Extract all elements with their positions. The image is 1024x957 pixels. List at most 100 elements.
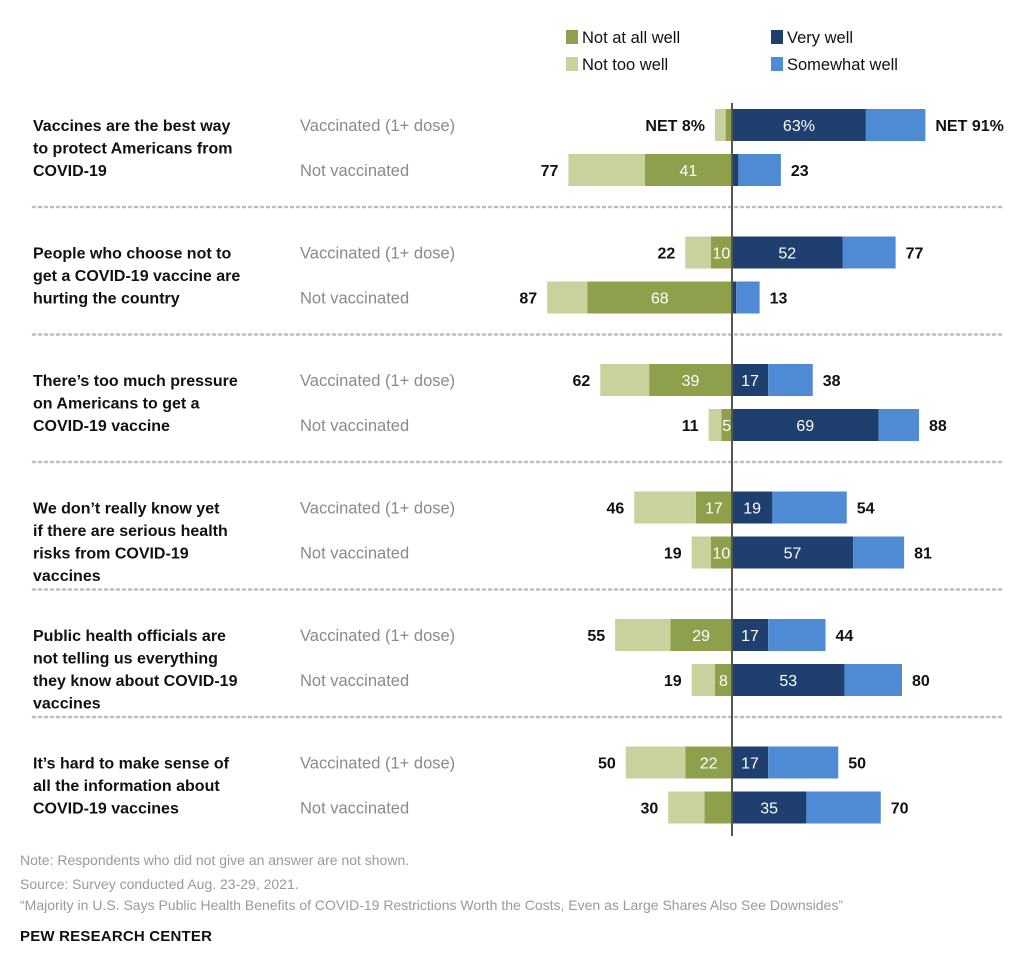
data-label-not-at-all-well: 10 [712, 546, 730, 563]
bar-somewhat-well [878, 409, 919, 441]
data-label-very-well: 17 [741, 373, 759, 390]
legend-label-not-at-all-well: Not at all well [582, 29, 680, 47]
net-label-left: 30 [640, 801, 658, 818]
net-label-left: NET 8% [645, 118, 705, 135]
data-label-not-at-all-well: 22 [700, 756, 718, 773]
data-label-very-well: 57 [784, 546, 802, 563]
net-label-right: 70 [891, 801, 909, 818]
net-label-right: 80 [912, 673, 930, 690]
group-label: Not vaccinated [300, 545, 409, 563]
net-label-left: 50 [598, 756, 616, 773]
statement-text: Public health officials are [33, 628, 226, 645]
net-label-right: NET 91% [935, 118, 1003, 135]
bar-somewhat-well [768, 746, 839, 779]
group-label: Not vaccinated [300, 162, 409, 180]
data-label-not-at-all-well: 8 [719, 673, 728, 690]
bar-somewhat-well [844, 664, 902, 696]
group-label: Vaccinated (1+ dose) [300, 372, 455, 390]
footer-note: Note: Respondents who did not give an an… [20, 852, 410, 868]
group-label: Vaccinated (1+ dose) [300, 755, 455, 773]
data-label-not-at-all-well: 10 [712, 246, 730, 263]
bar-not-at-all-well [644, 154, 732, 186]
statement-text: get a COVID-19 vaccine are [33, 268, 240, 285]
net-label-right: 81 [914, 546, 932, 563]
net-label-right: 23 [791, 163, 809, 180]
statement-text: not telling us everything [33, 651, 218, 668]
bar-somewhat-well [806, 791, 881, 824]
bar-not-too-well [668, 791, 705, 824]
statement-text: People who choose not to [33, 246, 231, 263]
diverging-bar-chart: Not at all well Very well Not too well Some… [31, 29, 1004, 836]
bar-somewhat-well [853, 536, 905, 569]
bar-not-at-all-well [715, 664, 732, 696]
group-label: Not vaccinated [300, 417, 409, 435]
bar-very-well [732, 746, 769, 779]
net-label-left: 77 [541, 163, 559, 180]
statement-text: There’s too much pressure [33, 373, 238, 390]
statement-text: Vaccines are the best way [33, 118, 231, 135]
bar-somewhat-well [738, 154, 781, 186]
legend-swatch-not-too-well [566, 57, 578, 71]
group-label: Vaccinated (1+ dose) [300, 627, 455, 645]
bar-very-well [732, 236, 843, 269]
group-label: Not vaccinated [300, 800, 409, 818]
group-label: Not vaccinated [300, 672, 409, 690]
net-label-right: 50 [848, 756, 866, 773]
data-label-not-at-all-well: 29 [692, 628, 710, 645]
group-label: Vaccinated (1+ dose) [300, 245, 455, 263]
bar-somewhat-well [768, 364, 813, 396]
statement-text: We don’t really know yet [33, 501, 220, 518]
statement-text: vaccines [33, 568, 101, 585]
bar-not-too-well [615, 619, 671, 651]
data-label-very-well: 35 [760, 801, 778, 818]
statement-text: It’s hard to make sense of [33, 756, 230, 773]
net-label-left: 87 [519, 291, 537, 308]
data-label-not-at-all-well: 17 [705, 501, 723, 518]
bar-somewhat-well [772, 491, 847, 524]
bar-not-too-well [691, 664, 715, 696]
footer-report: “Majority in U.S. Says Public Health Ben… [20, 897, 843, 913]
bar-very-well [732, 536, 854, 569]
net-label-right: 38 [823, 373, 841, 390]
legend-label-very-well: Very well [787, 29, 853, 47]
statement-text: if there are serious health [33, 523, 228, 540]
statement-text: hurting the country [33, 291, 180, 308]
data-label-not-at-all-well: 5 [722, 418, 731, 435]
bar-very-well [732, 619, 769, 651]
legend-label-not-too-well: Not too well [582, 56, 668, 74]
net-label-left: 19 [664, 546, 682, 563]
statement-text: risks from COVID-19 [33, 546, 189, 563]
bar-somewhat-well [768, 619, 826, 651]
bar-very-well [732, 409, 879, 441]
footer-source: Source: Survey conducted Aug. 23-29, 202… [20, 876, 299, 892]
bar-not-too-well [715, 109, 726, 141]
statement-text: COVID-19 vaccine [33, 418, 170, 435]
statement-text: on Americans to get a [33, 396, 200, 413]
bar-somewhat-well [842, 236, 896, 269]
bar-not-at-all-well [721, 409, 732, 441]
data-label-very-well: 17 [741, 628, 759, 645]
statement-text: vaccines [33, 696, 101, 713]
net-label-right: 88 [929, 418, 947, 435]
bar-not-at-all-well [649, 364, 732, 396]
bar-not-too-well [547, 281, 588, 314]
statement-text: COVID-19 vaccines [33, 801, 179, 818]
bar-somewhat-well [736, 281, 760, 314]
data-label-not-at-all-well: 41 [680, 163, 698, 180]
data-label-very-well: 63% [783, 118, 815, 135]
net-label-left: 46 [606, 501, 624, 518]
data-label-very-well: 69 [796, 418, 814, 435]
net-label-left: 62 [572, 373, 590, 390]
net-label-right: 44 [836, 628, 854, 645]
bar-not-at-all-well [710, 536, 732, 569]
bar-not-at-all-well [695, 491, 732, 524]
statement-text: COVID-19 [33, 163, 107, 180]
pew-research-center-logo: PEW RESEARCH CENTER [20, 928, 213, 945]
statement-text: all the information about [33, 778, 220, 795]
group-label: Vaccinated (1+ dose) [300, 117, 455, 135]
bar-not-too-well [568, 154, 645, 186]
data-label-very-well: 19 [743, 501, 761, 518]
bar-very-well [732, 154, 739, 186]
bar-not-too-well [691, 536, 711, 569]
bar-not-at-all-well [704, 791, 732, 824]
